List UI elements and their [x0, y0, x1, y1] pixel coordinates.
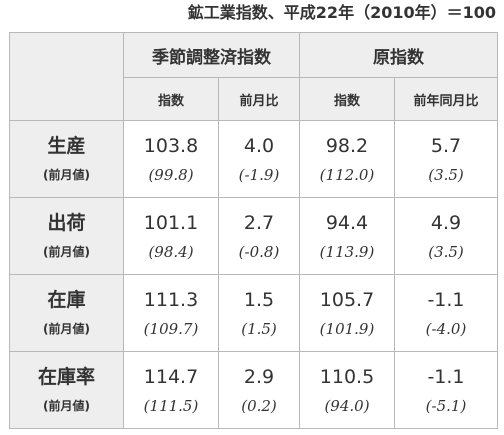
current-value: 1.5 [243, 289, 275, 311]
header-sa-mom: 前月比 [218, 77, 300, 121]
corner-cell [9, 32, 124, 121]
value-cell: -1.1 (-4.0) [394, 274, 498, 352]
current-value: 4.0 [243, 135, 275, 157]
row-label-cell: 在庫率 (前月値) [9, 351, 124, 429]
value-cell: 103.8 (99.8) [123, 120, 219, 198]
row-prev-label: (前月値) [43, 399, 90, 413]
current-value: -1.1 [427, 289, 465, 311]
row-prev-label: (前月値) [43, 245, 90, 259]
table-row-production: 生産 (前月値) 103.8 (99.8) 4.0 (-1.9) 98.2 (112.… [9, 120, 498, 198]
previous-value: (1.5) [241, 320, 277, 338]
value-cell: 111.3 (109.7) [123, 274, 219, 352]
value-cell: 4.0 (-1.9) [218, 120, 300, 198]
row-label: 在庫 [47, 289, 86, 311]
value-cell: 110.5 (94.0) [299, 351, 395, 429]
row-label-cell: 出荷 (前月値) [9, 197, 124, 275]
current-value: 101.1 [143, 212, 199, 234]
value-cell: 2.9 (0.2) [218, 351, 300, 429]
previous-value: (98.4) [148, 243, 194, 261]
table-row-inventory: 在庫 (前月値) 111.3 (109.7) 1.5 (1.5) 105.7 (101… [9, 274, 498, 352]
index-table: 季節調整済指数 原指数 指数 前月比 指数 前年同月比 生産 (前月値) 103… [9, 32, 498, 429]
current-value: 103.8 [143, 135, 199, 157]
value-cell: 98.2 (112.0) [299, 120, 395, 198]
header-sa-index: 指数 [123, 77, 219, 121]
header-seasonally-adjusted: 季節調整済指数 [123, 32, 300, 78]
header-sub-row: 指数 前月比 指数 前年同月比 [10, 77, 498, 121]
current-value: 98.2 [325, 135, 369, 157]
value-cell: 105.7 (101.9) [299, 274, 395, 352]
previous-value: (-4.0) [425, 320, 467, 338]
previous-value: (94.0) [324, 397, 370, 415]
value-cell: 94.4 (113.9) [299, 197, 395, 275]
current-value: 94.4 [325, 212, 369, 234]
row-label: 在庫率 [37, 366, 95, 388]
row-prev-label: (前月値) [43, 168, 90, 182]
value-cell: 4.9 (3.5) [394, 197, 498, 275]
table-caption: 鉱工業指数、平成22年（2010年）＝100 [187, 3, 496, 22]
previous-value: (113.9) [319, 243, 375, 261]
previous-value: (-1.9) [238, 166, 280, 184]
value-cell: 2.7 (-0.8) [218, 197, 300, 275]
value-cell: 5.7 (3.5) [394, 120, 498, 198]
previous-value: (109.7) [143, 320, 199, 338]
current-value: 4.9 [430, 212, 462, 234]
previous-value: (101.9) [319, 320, 375, 338]
row-prev-label: (前月値) [43, 322, 90, 336]
value-cell: 101.1 (98.4) [123, 197, 219, 275]
row-label: 出荷 [47, 212, 86, 234]
row-label-cell: 生産 (前月値) [9, 120, 124, 198]
header-group-row: 季節調整済指数 原指数 [9, 32, 498, 121]
previous-value: (112.0) [319, 166, 375, 184]
current-value: 2.7 [243, 212, 275, 234]
header-raw-index: 指数 [299, 77, 395, 121]
row-label-cell: 在庫 (前月値) [9, 274, 124, 352]
header-raw-yoy: 前年同月比 [394, 77, 498, 121]
value-cell: -1.1 (-5.1) [394, 351, 498, 429]
row-label: 生産 [47, 135, 86, 157]
current-value: 110.5 [319, 366, 375, 388]
current-value: 114.7 [143, 366, 199, 388]
current-value: 2.9 [243, 366, 275, 388]
header-original-index: 原指数 [299, 32, 498, 78]
value-cell: 114.7 (111.5) [123, 351, 219, 429]
previous-value: (0.2) [241, 397, 277, 415]
current-value: 5.7 [430, 135, 462, 157]
previous-value: (111.5) [143, 397, 199, 415]
current-value: -1.1 [427, 366, 465, 388]
value-cell: 1.5 (1.5) [218, 274, 300, 352]
table-row-inventory-ratio: 在庫率 (前月値) 114.7 (111.5) 2.9 (0.2) 110.5 (94… [9, 351, 498, 429]
table-row-shipments: 出荷 (前月値) 101.1 (98.4) 2.7 (-0.8) 94.4 (113.… [9, 197, 498, 275]
current-value: 111.3 [143, 289, 199, 311]
current-value: 105.7 [319, 289, 375, 311]
previous-value: (3.5) [428, 243, 464, 261]
previous-value: (3.5) [428, 166, 464, 184]
previous-value: (99.8) [148, 166, 194, 184]
previous-value: (-5.1) [425, 397, 467, 415]
previous-value: (-0.8) [238, 243, 280, 261]
